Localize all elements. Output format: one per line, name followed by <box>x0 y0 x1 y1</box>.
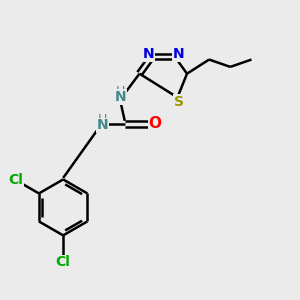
Text: O: O <box>148 116 162 131</box>
Text: H: H <box>116 85 125 98</box>
Text: H: H <box>98 112 107 125</box>
Text: Cl: Cl <box>8 173 23 187</box>
Text: N: N <box>172 47 184 61</box>
Text: S: S <box>174 95 184 109</box>
Text: Cl: Cl <box>56 256 70 269</box>
Text: N: N <box>142 47 154 61</box>
Text: N: N <box>115 90 126 104</box>
Text: N: N <box>97 118 109 132</box>
